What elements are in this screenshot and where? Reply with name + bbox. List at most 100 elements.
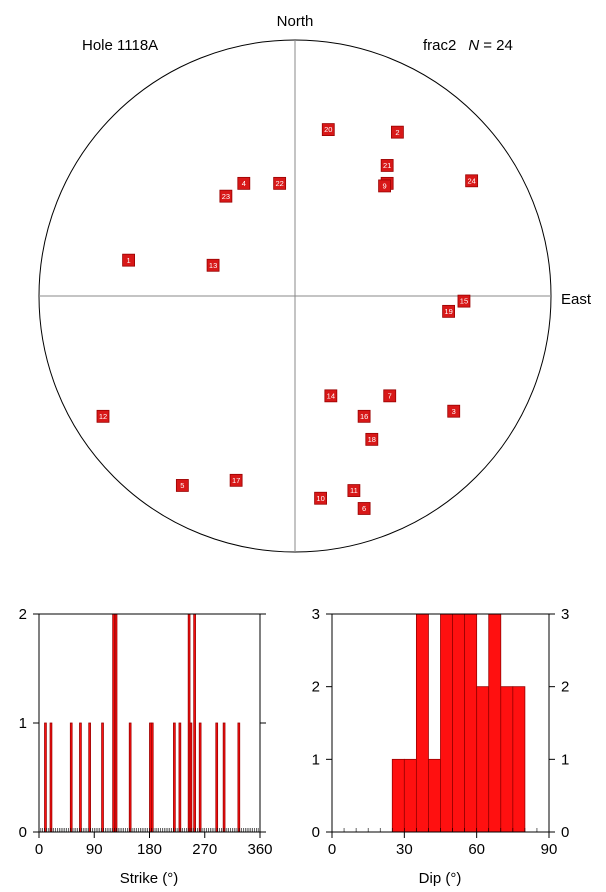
pole-point: 17 xyxy=(229,473,243,487)
pole-marker xyxy=(390,125,404,139)
pole-marker xyxy=(324,389,338,403)
pole-marker xyxy=(357,502,371,515)
pole-id-label: 22 xyxy=(275,179,283,188)
pole-marker xyxy=(122,253,135,267)
pole-id-label: 5 xyxy=(180,481,184,490)
n-symbol: N xyxy=(468,37,479,54)
histogram-bar xyxy=(222,722,226,833)
y-tick-label-right: 3 xyxy=(561,606,569,623)
pole-point: 23 xyxy=(219,189,233,203)
pole-point: 4 xyxy=(237,176,251,190)
histogram-bar xyxy=(476,686,490,833)
pole-marker xyxy=(321,123,335,136)
pole-id-label: 17 xyxy=(232,476,240,485)
histogram-bar xyxy=(237,722,241,833)
histogram-bar xyxy=(452,613,466,833)
pole-id-label: 4 xyxy=(242,179,246,188)
pole-marker xyxy=(378,179,392,193)
pole-point: 9 xyxy=(378,179,392,193)
pole-marker xyxy=(237,176,251,190)
histogram-bar xyxy=(215,722,219,833)
strike-histogram: Strike (°) 0 90 180 270 360 0 1 2 xyxy=(19,606,273,887)
pole-marker xyxy=(229,473,243,487)
histogram-bar xyxy=(189,722,193,833)
pole-point: 13 xyxy=(206,258,220,272)
pole-marker xyxy=(442,304,456,318)
y-tick-label: 1 xyxy=(312,751,320,768)
histogram-bar xyxy=(49,722,53,833)
histogram-bar xyxy=(69,722,73,833)
pole-marker xyxy=(365,432,379,446)
histogram-bar xyxy=(150,722,154,833)
dip-histogram: Dip (°) 0 30 60 900 01 12 23 3 xyxy=(312,606,570,887)
pole-marker xyxy=(357,409,371,423)
x-tick-label: 30 xyxy=(396,841,413,858)
pole-id-label: 20 xyxy=(324,125,332,134)
pole-marker xyxy=(465,174,479,188)
pole-marker xyxy=(380,159,394,172)
set-label: frac2 xyxy=(423,37,456,54)
pole-id-label: 11 xyxy=(350,486,358,495)
sample-count-label: frac2 N = 24 xyxy=(423,37,513,54)
north-label: North xyxy=(277,13,314,30)
pole-point: 22 xyxy=(273,176,287,190)
histogram-bar xyxy=(88,722,91,833)
pole-point: 16 xyxy=(357,409,371,423)
histogram-bar xyxy=(391,758,405,833)
pole-point: 11 xyxy=(347,484,361,497)
y-tick-label: 2 xyxy=(19,606,27,623)
histogram-bar xyxy=(428,758,441,833)
dip-axis-label: Dip (°) xyxy=(419,870,462,887)
histogram-bar xyxy=(128,722,132,833)
histogram-bar xyxy=(500,686,514,833)
pole-marker xyxy=(314,491,328,505)
pole-id-label: 9 xyxy=(383,182,387,191)
pole-point: 2 xyxy=(390,125,404,139)
pole-marker xyxy=(219,189,233,203)
x-tick-label: 60 xyxy=(468,841,485,858)
histogram-bar xyxy=(173,722,176,833)
y-tick-label-right: 1 xyxy=(561,751,569,768)
pole-point: 14 xyxy=(324,389,338,403)
pole-id-label: 1 xyxy=(127,256,131,265)
histogram-bar xyxy=(415,613,429,833)
y-tick-label-right: 2 xyxy=(561,679,569,696)
histogram-bar xyxy=(464,613,478,833)
histogram-bar xyxy=(403,758,417,833)
histogram-bar xyxy=(44,722,47,833)
pole-id-label: 3 xyxy=(452,407,456,416)
y-tick-label-right: 0 xyxy=(561,824,569,841)
pole-id-label: 13 xyxy=(209,261,217,270)
pole-point: 1 xyxy=(122,253,135,267)
pole-point: 15 xyxy=(457,294,471,308)
pole-marker xyxy=(347,484,361,497)
pole-point: 5 xyxy=(175,479,189,492)
pole-point: 10 xyxy=(314,491,328,505)
pole-id-label: 14 xyxy=(327,391,335,400)
histogram-bar xyxy=(79,722,82,833)
pole-id-label: 12 xyxy=(99,412,107,421)
y-tick-label: 3 xyxy=(312,606,320,623)
pole-id-label: 24 xyxy=(467,176,475,185)
pole-point: 20 xyxy=(321,123,335,136)
histogram-bar xyxy=(440,613,453,833)
histogram-bar xyxy=(512,686,526,833)
pole-id-label: 7 xyxy=(388,391,392,400)
pole-point: 6 xyxy=(357,502,371,515)
histogram-bar xyxy=(488,613,502,833)
pole-point: 7 xyxy=(383,389,397,403)
y-tick-label: 0 xyxy=(312,824,320,841)
histogram-bar xyxy=(198,722,202,833)
x-tick-label: 360 xyxy=(247,841,272,858)
pole-id-label: 10 xyxy=(316,494,324,503)
pole-id-label: 23 xyxy=(222,192,230,201)
pole-point: 19 xyxy=(442,304,456,318)
histogram-bar xyxy=(101,722,104,833)
pole-point: 21 xyxy=(380,159,394,172)
y-tick-label: 1 xyxy=(19,715,27,732)
pole-id-label: 16 xyxy=(360,412,368,421)
pole-id-label: 2 xyxy=(395,128,399,137)
pole-point: 12 xyxy=(96,409,110,423)
x-tick-label: 270 xyxy=(192,841,217,858)
